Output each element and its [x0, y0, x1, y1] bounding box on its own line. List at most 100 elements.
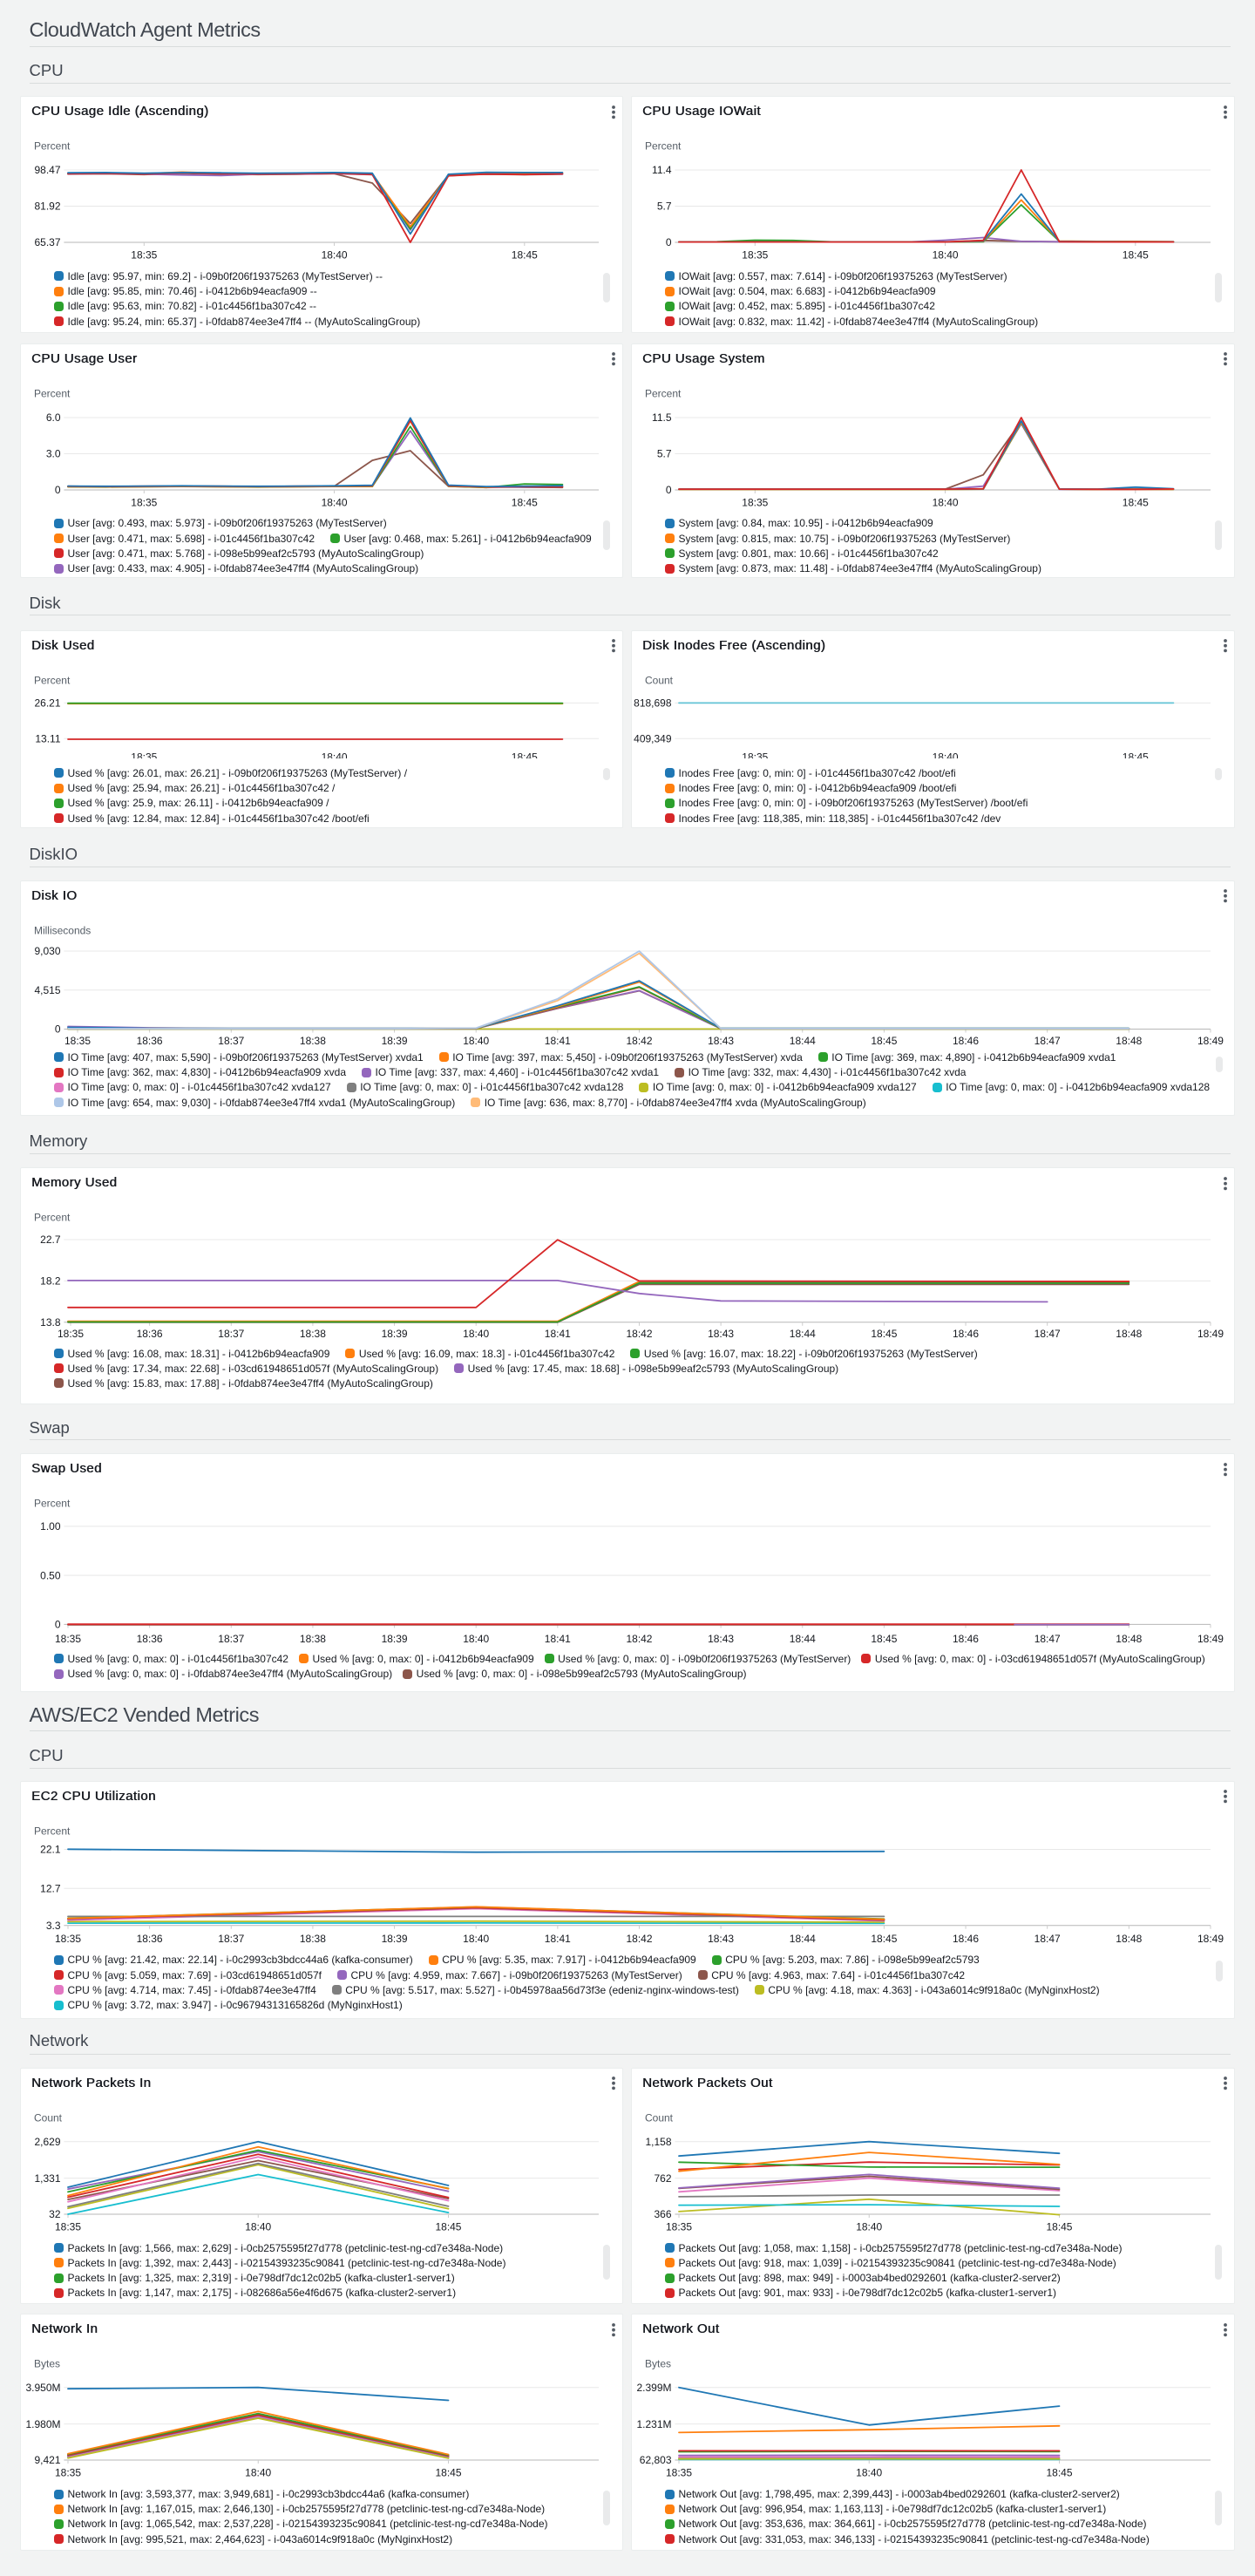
- svg-text:18:44: 18:44: [790, 1932, 816, 1944]
- svg-text:3.950M: 3.950M: [25, 2382, 60, 2394]
- svg-text:18:40: 18:40: [933, 496, 959, 508]
- svg-text:1.231M: 1.231M: [636, 2418, 671, 2430]
- svg-text:18:37: 18:37: [218, 1932, 244, 1944]
- svg-text:Count: Count: [645, 674, 674, 686]
- svg-text:81.92: 81.92: [34, 201, 60, 213]
- svg-text:18:35: 18:35: [742, 496, 768, 508]
- svg-text:Percent: Percent: [34, 1825, 71, 1837]
- svg-text:18:45: 18:45: [435, 2220, 461, 2233]
- svg-text:18:35: 18:35: [131, 249, 157, 262]
- svg-text:18:45: 18:45: [1123, 496, 1149, 508]
- svg-text:18:44: 18:44: [790, 1035, 816, 1047]
- svg-text:18:46: 18:46: [953, 1932, 979, 1944]
- svg-text:18:49: 18:49: [1197, 1328, 1224, 1340]
- svg-text:18:40: 18:40: [933, 249, 959, 262]
- svg-text:18:36: 18:36: [137, 1328, 163, 1340]
- svg-text:13.11: 13.11: [35, 732, 60, 744]
- svg-text:18:38: 18:38: [300, 1633, 326, 1645]
- svg-text:18:45: 18:45: [871, 1035, 897, 1047]
- svg-text:Percent: Percent: [34, 387, 71, 399]
- svg-text:18:45: 18:45: [871, 1932, 897, 1944]
- svg-text:18:46: 18:46: [953, 1328, 979, 1340]
- svg-text:Percent: Percent: [34, 140, 71, 153]
- svg-text:18:38: 18:38: [300, 1932, 326, 1944]
- svg-text:18:37: 18:37: [218, 1633, 244, 1645]
- svg-text:Count: Count: [645, 2111, 674, 2124]
- svg-text:2.399M: 2.399M: [636, 2382, 671, 2394]
- svg-text:18:35: 18:35: [58, 1328, 84, 1340]
- svg-text:11.4: 11.4: [652, 164, 672, 176]
- svg-text:18:40: 18:40: [856, 2220, 882, 2233]
- svg-text:62,803: 62,803: [640, 2454, 672, 2466]
- svg-text:18:35: 18:35: [55, 2467, 81, 2479]
- svg-text:18:47: 18:47: [1035, 1035, 1061, 1047]
- svg-text:18:45: 18:45: [512, 496, 538, 508]
- svg-text:18:48: 18:48: [1116, 1932, 1142, 1944]
- svg-text:22.1: 22.1: [40, 1843, 61, 1855]
- svg-text:18:35: 18:35: [55, 1932, 81, 1944]
- svg-text:Percent: Percent: [34, 1212, 71, 1224]
- svg-text:18:49: 18:49: [1197, 1932, 1224, 1944]
- svg-text:2,629: 2,629: [35, 2136, 61, 2148]
- svg-text:18:43: 18:43: [708, 1035, 734, 1047]
- svg-text:0: 0: [666, 236, 672, 248]
- svg-text:1,331: 1,331: [35, 2172, 61, 2185]
- svg-text:18:48: 18:48: [1116, 1328, 1142, 1340]
- svg-text:18:42: 18:42: [626, 1633, 652, 1645]
- svg-text:18:42: 18:42: [626, 1328, 652, 1340]
- svg-text:18:40: 18:40: [463, 1633, 489, 1645]
- svg-text:18:39: 18:39: [382, 1035, 408, 1047]
- svg-text:Percent: Percent: [645, 140, 682, 153]
- svg-text:18:35: 18:35: [131, 496, 157, 508]
- svg-text:18:47: 18:47: [1035, 1932, 1061, 1944]
- svg-text:5.7: 5.7: [657, 447, 672, 459]
- svg-text:18:43: 18:43: [708, 1633, 734, 1645]
- svg-text:18:45: 18:45: [871, 1633, 897, 1645]
- svg-text:18:46: 18:46: [953, 1633, 979, 1645]
- svg-text:98.47: 98.47: [34, 164, 60, 176]
- svg-text:18:41: 18:41: [545, 1633, 571, 1645]
- svg-text:18:35: 18:35: [64, 1035, 91, 1047]
- svg-text:18.2: 18.2: [40, 1275, 61, 1288]
- svg-text:0: 0: [55, 484, 61, 496]
- svg-text:18:38: 18:38: [300, 1035, 326, 1047]
- svg-text:11.5: 11.5: [652, 411, 672, 424]
- svg-text:0: 0: [55, 1023, 61, 1035]
- svg-text:9,421: 9,421: [34, 2454, 60, 2466]
- svg-text:Count: Count: [34, 2111, 63, 2124]
- svg-text:18:45: 18:45: [1046, 2467, 1072, 2479]
- svg-text:18:42: 18:42: [626, 1932, 652, 1944]
- svg-text:18:44: 18:44: [790, 1633, 816, 1645]
- svg-text:Milliseconds: Milliseconds: [34, 924, 91, 936]
- svg-text:22.7: 22.7: [40, 1234, 61, 1246]
- svg-text:18:40: 18:40: [856, 2467, 882, 2479]
- svg-text:18:45: 18:45: [871, 1328, 897, 1340]
- svg-text:65.37: 65.37: [34, 236, 60, 248]
- svg-text:18:40: 18:40: [322, 496, 348, 508]
- svg-text:9,030: 9,030: [35, 945, 61, 957]
- svg-text:18:35: 18:35: [55, 1633, 81, 1645]
- svg-text:18:46: 18:46: [953, 1035, 979, 1047]
- svg-text:18:42: 18:42: [626, 1035, 652, 1047]
- svg-text:Bytes: Bytes: [34, 2358, 60, 2370]
- svg-text:18:37: 18:37: [218, 1035, 244, 1047]
- svg-text:18:44: 18:44: [790, 1328, 816, 1340]
- svg-text:18:40: 18:40: [463, 1328, 489, 1340]
- svg-text:18:36: 18:36: [137, 1932, 163, 1944]
- svg-text:18:48: 18:48: [1116, 1633, 1142, 1645]
- svg-text:3.3: 3.3: [46, 1919, 61, 1931]
- svg-text:18:35: 18:35: [666, 2467, 692, 2479]
- svg-text:18:43: 18:43: [708, 1328, 734, 1340]
- svg-text:13.8: 13.8: [40, 1316, 61, 1329]
- svg-text:762: 762: [655, 2172, 672, 2185]
- svg-text:1.00: 1.00: [40, 1520, 61, 1533]
- svg-text:18:39: 18:39: [382, 1328, 408, 1340]
- svg-text:18:40: 18:40: [463, 1932, 489, 1944]
- svg-text:18:39: 18:39: [382, 1932, 408, 1944]
- svg-text:0: 0: [55, 1619, 61, 1631]
- svg-text:18:47: 18:47: [1035, 1328, 1061, 1340]
- svg-text:18:45: 18:45: [1046, 2220, 1072, 2233]
- svg-text:18:47: 18:47: [1035, 1633, 1061, 1645]
- svg-text:1.980M: 1.980M: [25, 2418, 60, 2430]
- svg-text:18:35: 18:35: [55, 2220, 81, 2233]
